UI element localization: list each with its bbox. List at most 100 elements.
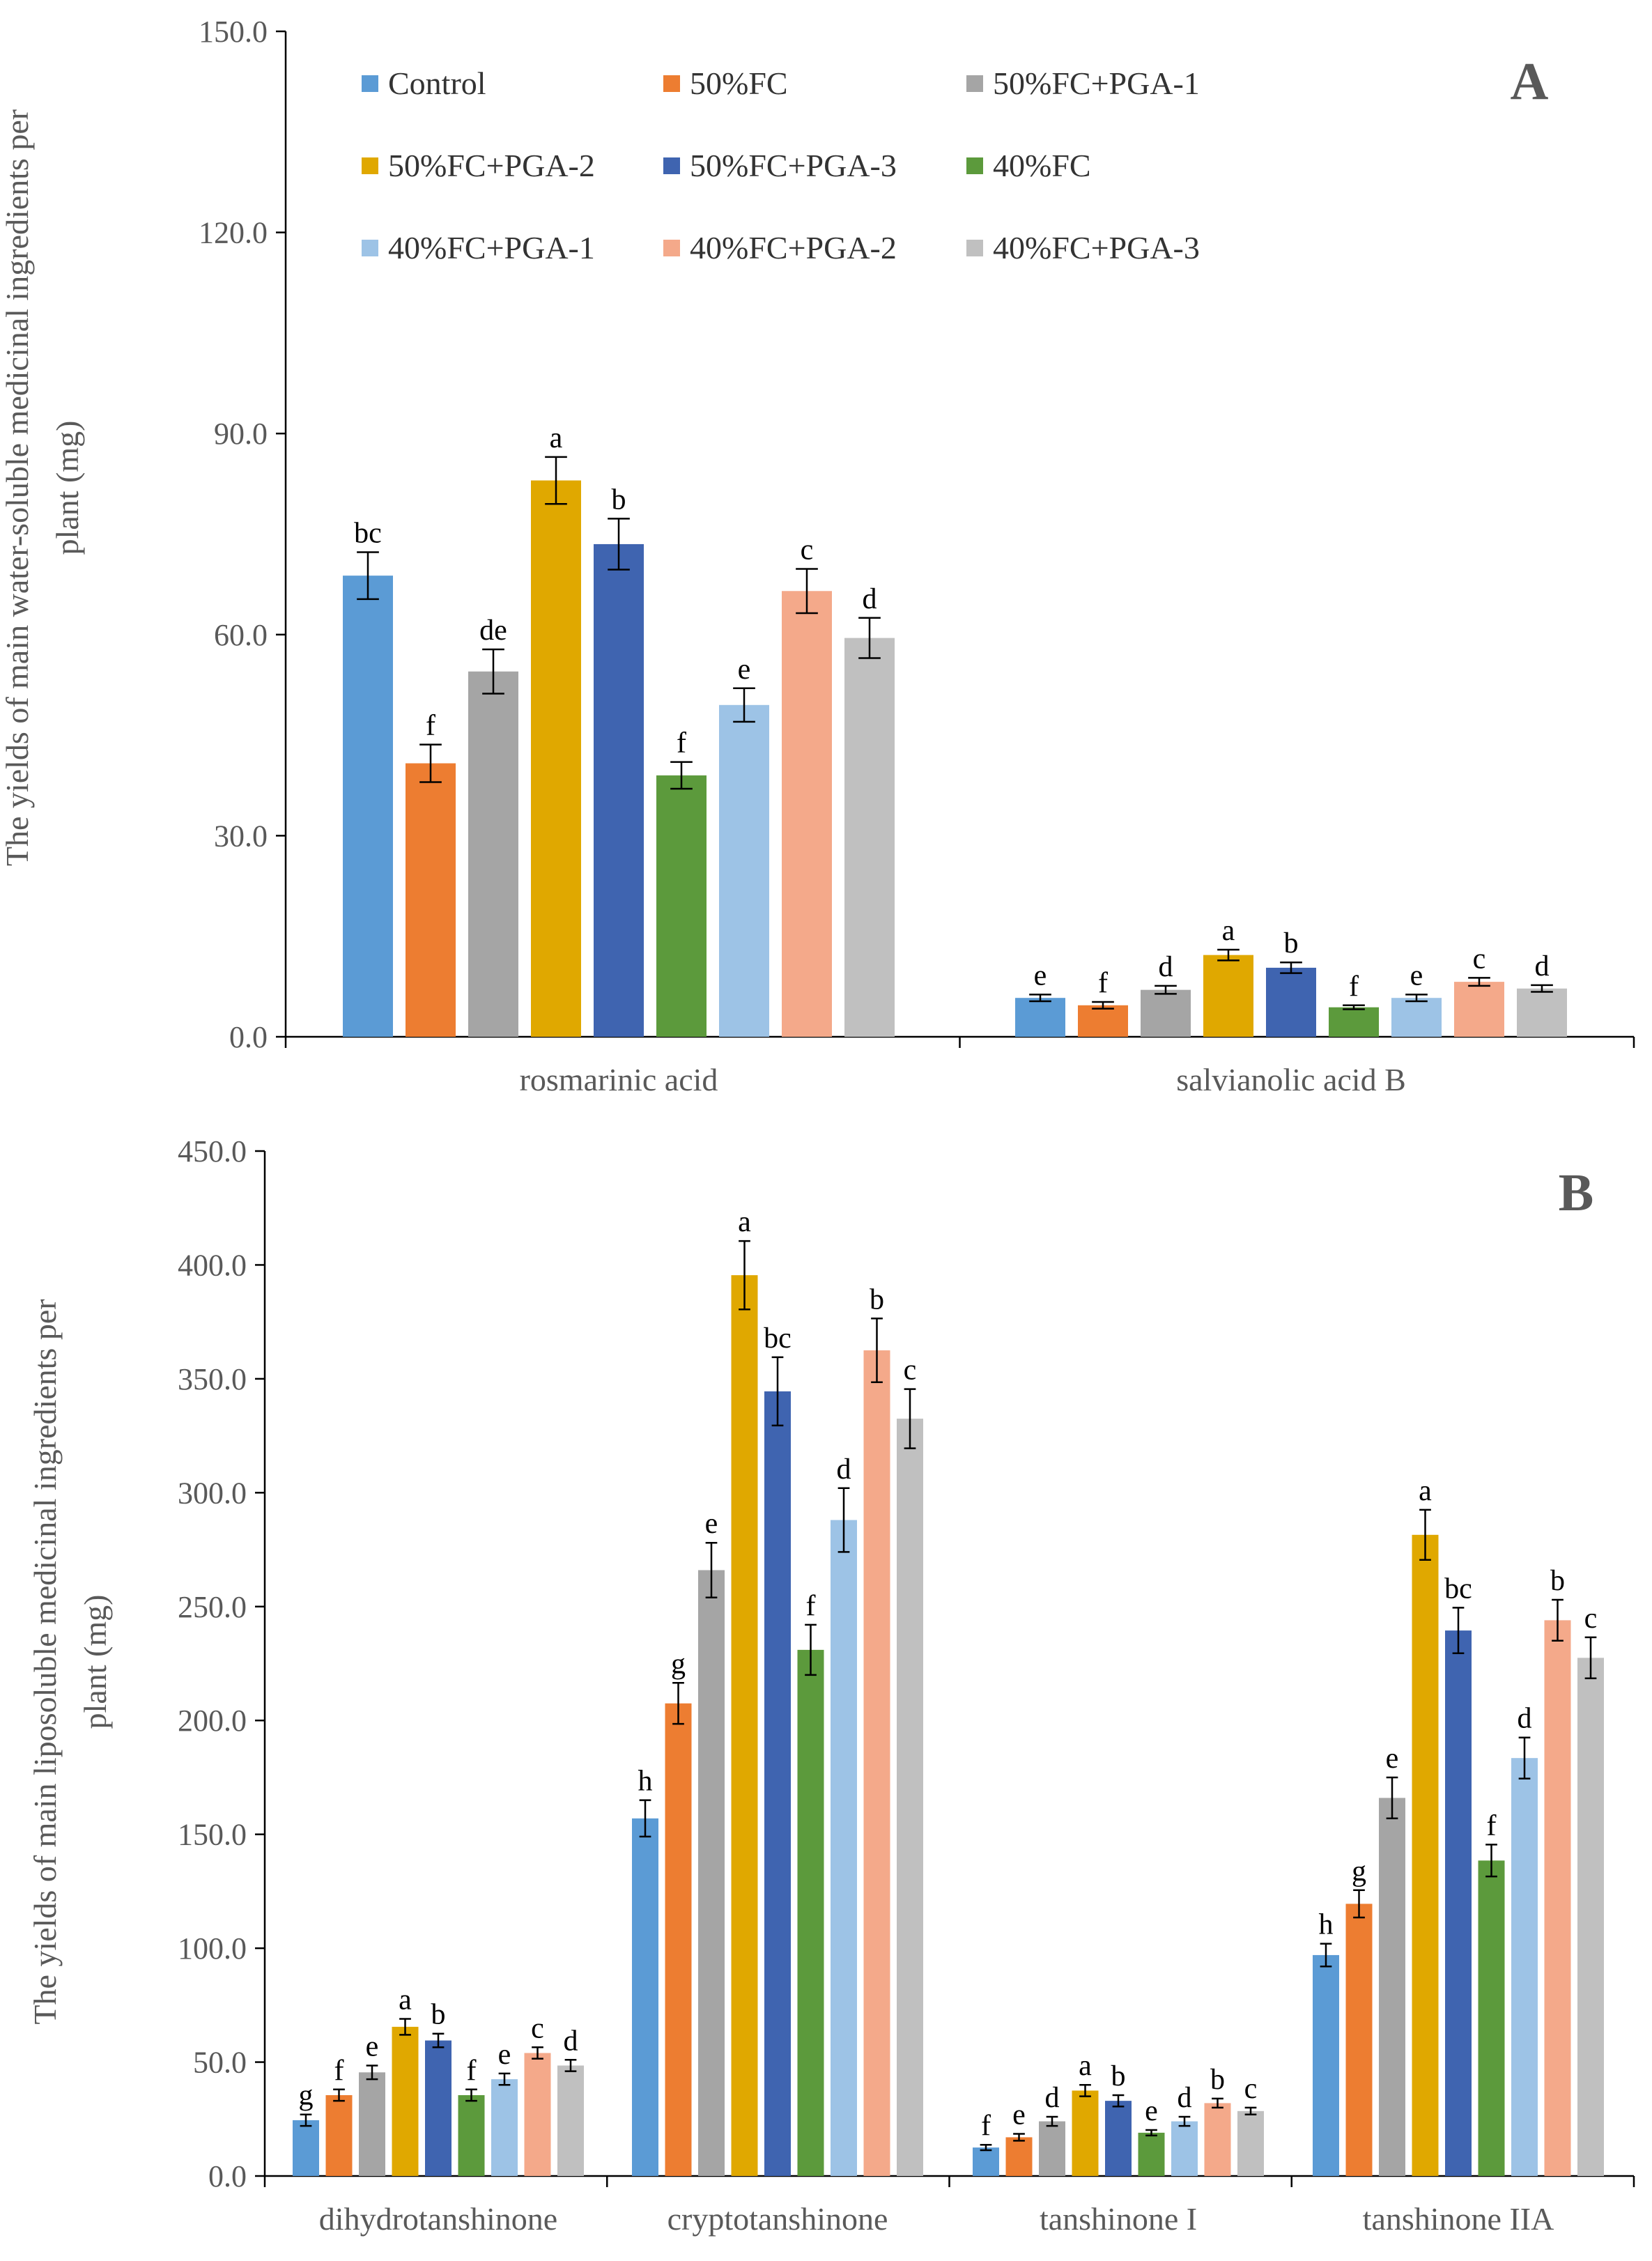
category-label: tanshinone IIA xyxy=(1363,2201,1554,2237)
bar-40-fc-pga-1 xyxy=(491,2079,518,2176)
bar-40-fc-pga-1 xyxy=(1171,2121,1198,2176)
significance-letter: c xyxy=(904,1355,917,1387)
bar-50-fc-pga-3 xyxy=(1266,967,1316,1037)
bar-40-fc xyxy=(458,2094,485,2176)
y-tick-label: 30.0 xyxy=(214,819,268,853)
significance-letter: de xyxy=(479,615,507,647)
significance-letter: d xyxy=(1535,950,1550,982)
significance-letter: g xyxy=(671,1648,686,1680)
legend-swatch xyxy=(663,240,680,256)
significance-letter: bc xyxy=(764,1322,792,1355)
bar-40-fc-pga-2 xyxy=(524,2053,551,2176)
significance-letter: c xyxy=(1584,1603,1598,1635)
y-tick-label: 60.0 xyxy=(214,618,268,652)
bar-40-fc-pga-1 xyxy=(1511,1758,1538,2176)
significance-letter: e xyxy=(1386,1743,1399,1775)
significance-letter: f xyxy=(334,2055,344,2087)
y-tick-label: 150.0 xyxy=(178,1818,247,1852)
significance-letter: b xyxy=(1284,927,1299,959)
bar-40-fc-pga-2 xyxy=(1454,982,1504,1037)
significance-letter: e xyxy=(738,654,751,686)
category-label: dihydrotanshinone xyxy=(319,2201,557,2237)
significance-letter: d xyxy=(1045,2082,1060,2114)
significance-letter: f xyxy=(1098,967,1108,999)
bar-control xyxy=(293,2120,319,2176)
y-tick-label: 250.0 xyxy=(178,1590,247,1624)
bar-40-fc-pga-3 xyxy=(1517,988,1567,1037)
significance-letter: bc xyxy=(354,517,382,549)
significance-letter: a xyxy=(1222,915,1235,947)
legend-swatch xyxy=(362,75,378,92)
bar-50-fc-pga-3 xyxy=(594,543,644,1037)
legend-label: 40%FC+PGA-3 xyxy=(993,230,1200,265)
bar-50-fc-pga-3 xyxy=(1445,1630,1472,2176)
bar-50-fc xyxy=(1005,2137,1033,2176)
y-tick-label: 0.0 xyxy=(208,2159,247,2193)
significance-letter: c xyxy=(531,2012,544,2044)
y-tick-label: 120.0 xyxy=(199,216,268,250)
significance-letter: b xyxy=(870,1283,884,1315)
significance-letter: d xyxy=(1518,1703,1532,1735)
bar-control xyxy=(1015,998,1065,1037)
bar-50-fc-pga-2 xyxy=(1203,955,1253,1037)
bar-40-fc-pga-1 xyxy=(1391,998,1442,1037)
legend-label: 40%FC+PGA-2 xyxy=(690,230,897,265)
y-tick-label: 200.0 xyxy=(178,1704,247,1738)
significance-letter: f xyxy=(467,2055,477,2087)
significance-letter: bc xyxy=(1444,1573,1472,1605)
y-axis-title: plant (mg) xyxy=(77,1595,113,1729)
significance-letter: b xyxy=(1210,2064,1225,2096)
legend-swatch xyxy=(663,75,680,92)
significance-letter: c xyxy=(1473,943,1486,975)
significance-letter: d xyxy=(1178,2082,1192,2114)
significance-letter: h xyxy=(1319,1909,1334,1941)
bar-40-fc-pga-3 xyxy=(897,1419,923,2176)
bar-50-fc-pga-2 xyxy=(1072,2090,1099,2176)
legend-label: 50%FC+PGA-2 xyxy=(388,148,595,183)
category-label: rosmarinic acid xyxy=(520,1062,718,1097)
bar-50-fc-pga-3 xyxy=(1105,2101,1132,2176)
significance-letter: e xyxy=(705,1508,718,1540)
significance-letter: f xyxy=(1487,1809,1497,1842)
significance-letter: e xyxy=(1410,959,1423,991)
bar-50-fc-pga-2 xyxy=(731,1275,758,2176)
significance-letter: e xyxy=(1012,2099,1026,2131)
panel-label: B xyxy=(1559,1164,1594,1222)
bar-50-fc-pga-1 xyxy=(1141,989,1191,1037)
significance-letter: e xyxy=(366,2030,379,2062)
significance-letter: a xyxy=(399,1984,412,2016)
bar-40-fc xyxy=(797,1649,824,2176)
bar-50-fc-pga-2 xyxy=(392,2026,419,2176)
bar-50-fc-pga-3 xyxy=(425,2040,451,2176)
significance-letter: f xyxy=(806,1590,816,1622)
bar-40-fc xyxy=(656,775,707,1037)
bar-50-fc-pga-2 xyxy=(531,480,581,1037)
significance-letter: g xyxy=(1352,1855,1366,1888)
significance-letter: a xyxy=(550,422,563,454)
legend-swatch xyxy=(966,157,983,174)
bar-50-fc-pga-1 xyxy=(1379,1798,1405,2176)
bar-40-fc-pga-2 xyxy=(782,591,832,1037)
bar-control xyxy=(973,2147,999,2176)
significance-letter: b xyxy=(1550,1565,1565,1597)
bar-40-fc-pga-1 xyxy=(719,704,769,1037)
panel-label: A xyxy=(1511,52,1549,111)
panel-a-chart: 0.0 30.0 60.0 90.0 120.0 150.0 rosmarinic acid… xyxy=(0,15,1635,1097)
significance-letter: d xyxy=(863,583,877,615)
legend-swatch xyxy=(966,75,983,92)
bar-50-fc xyxy=(665,1703,692,2176)
legend-swatch xyxy=(362,157,378,174)
y-axis-title: plant (mg) xyxy=(49,421,85,555)
significance-letter: e xyxy=(1034,959,1047,991)
legend-swatch xyxy=(362,240,378,256)
legend-label: 50%FC xyxy=(690,65,788,101)
significance-letter: h xyxy=(638,1766,653,1798)
bar-50-fc xyxy=(406,763,456,1037)
significance-letter: e xyxy=(1145,2095,1158,2127)
significance-letter: f xyxy=(981,2110,991,2142)
bar-50-fc xyxy=(1345,1904,1373,2176)
significance-letter: c xyxy=(1244,2073,1258,2105)
bar-50-fc-pga-1 xyxy=(468,671,518,1037)
y-tick-label: 450.0 xyxy=(178,1134,247,1168)
